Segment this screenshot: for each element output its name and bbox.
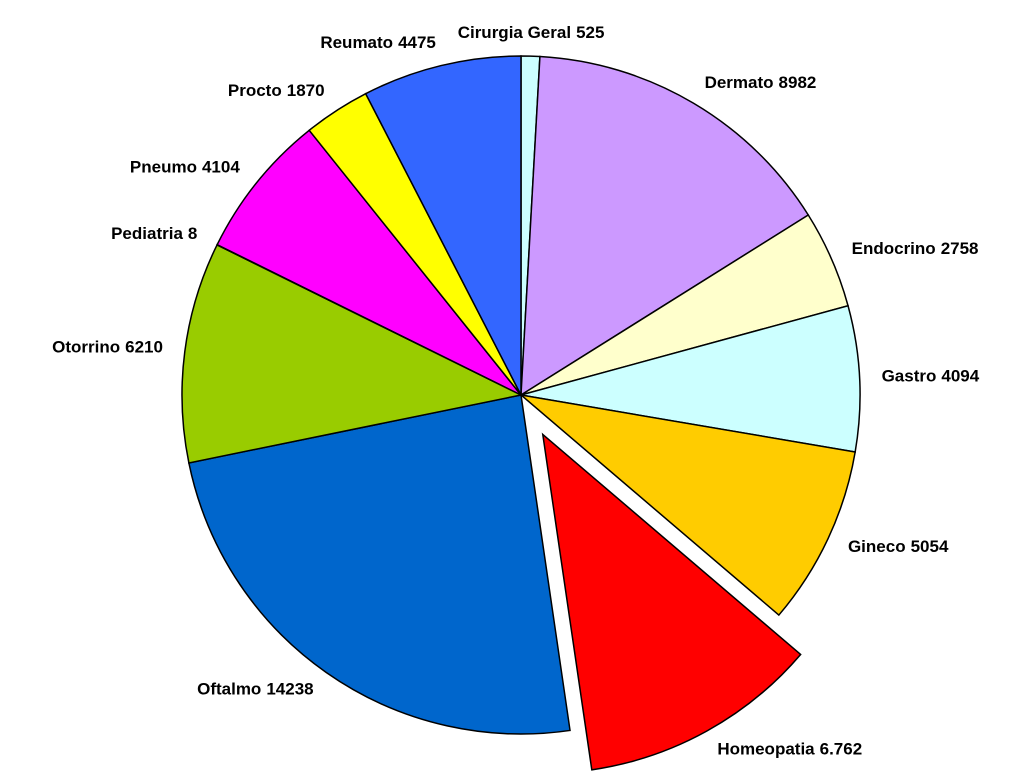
- value-label: 6.762: [820, 740, 863, 759]
- value-label: 4094: [941, 367, 979, 386]
- slice: [520, 304, 861, 453]
- slice-label: Gastro 4094: [882, 367, 980, 386]
- slice-label: Reumato 4475: [320, 34, 436, 53]
- category-label: Procto: [228, 82, 282, 101]
- category-label: Otorrino: [52, 338, 120, 357]
- category-label: Gastro: [882, 367, 937, 386]
- slice: [216, 129, 522, 396]
- category-label: Endocrino: [852, 240, 936, 259]
- slice-label: Dermato 8982: [705, 74, 817, 93]
- value-label: 1870: [287, 82, 325, 101]
- slice-label: Homeopatia 6.762: [717, 740, 862, 759]
- value-label: 4475: [398, 34, 436, 53]
- slice: [364, 55, 522, 396]
- category-label: Homeopatia: [717, 740, 815, 759]
- value-label: 525: [576, 24, 604, 43]
- category-label: Dermato: [705, 74, 774, 93]
- value-label: 14238: [266, 680, 313, 699]
- value-label: 8982: [779, 74, 817, 93]
- slice-label: Otorrino 6210: [52, 338, 163, 357]
- slice: [187, 394, 571, 735]
- slice-label: Pneumo 4104: [130, 158, 240, 177]
- slice-label: Cirurgia Geral 525: [458, 24, 605, 43]
- value-label: 4104: [202, 158, 240, 177]
- category-label: Gineco: [848, 538, 906, 557]
- value-label: 2758: [941, 240, 979, 259]
- category-label: Reumato: [320, 34, 393, 53]
- slice: [181, 243, 524, 464]
- slice-label: Oftalmo 14238: [197, 680, 314, 699]
- category-label: Cirurgia Geral: [458, 24, 571, 43]
- slice-label: Gineco 5054: [848, 538, 949, 557]
- slice-label: Pediatria 8: [111, 225, 197, 244]
- slice: [520, 55, 810, 397]
- category-label: Pneumo: [130, 158, 197, 177]
- value-label: 5054: [911, 538, 949, 557]
- category-label: Pediatria: [111, 225, 183, 244]
- slice: [518, 393, 857, 617]
- slice-label: Procto 1870: [228, 82, 325, 101]
- slice-label: Endocrino 2758: [852, 240, 979, 259]
- value-label: 8: [188, 225, 197, 244]
- category-label: Oftalmo: [197, 680, 261, 699]
- value-label: 6210: [125, 338, 163, 357]
- slice: [541, 432, 802, 771]
